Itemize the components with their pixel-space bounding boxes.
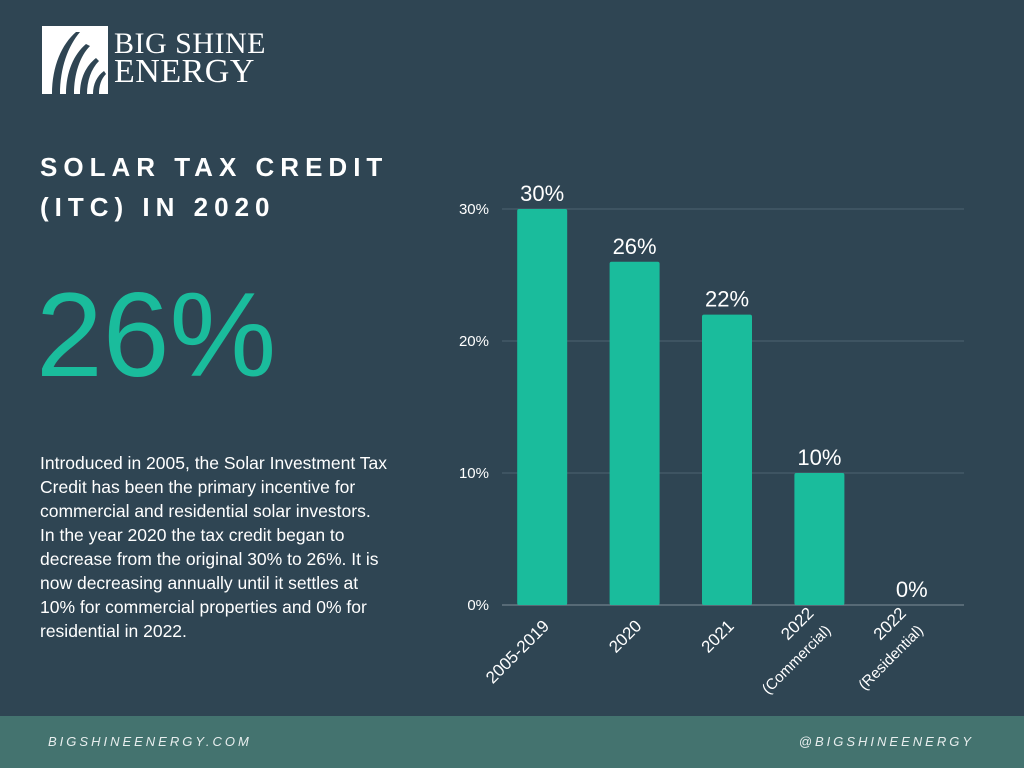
y-tick-label: 30% [459,201,489,218]
footer-bar: BIGSHINEENERGY.COM @BIGSHINEENERGY [0,716,1024,768]
description-paragraph: Introduced in 2005, the Solar Investment… [40,453,387,641]
x-tick-label-line: 2020 [605,616,645,656]
bar [609,261,660,605]
current-credit-value: 26% [36,268,277,402]
data-label: 22% [705,287,749,312]
itc-bar-chart: 0% 10% 20% 30% 30% 2005-2019 26% 2020 22% 2021 10%… [459,181,964,698]
bar [794,473,845,605]
x-tick-label-line: 2005-2019 [482,616,553,687]
headline-line-1: SOLAR TAX CREDIT [40,152,389,182]
headline: SOLAR TAX CREDIT (ITC) IN 2020 [40,147,420,227]
data-label: 0% [896,577,928,602]
data-label: 30% [520,181,564,206]
x-tick-label: 2022(Commercial) [759,604,835,698]
x-tick-label-line: 2021 [698,616,738,656]
x-tick-label: 2021 [698,616,738,656]
brand-line-2: ENERGY [114,53,255,90]
headline-line-2: (ITC) IN 2020 [40,192,276,222]
bar [517,209,568,605]
data-label: 26% [613,234,657,259]
sun-rays-logo-icon [42,26,108,94]
brand-line-1: BIG SHINE [114,27,266,60]
data-label: 10% [797,445,841,470]
footer-website: BIGSHINEENERGY.COM [48,734,252,749]
bar [702,314,752,605]
footer-social-handle: @BIGSHINEENERGY [798,734,974,749]
y-tick-label: 10% [459,465,489,482]
x-tick-label: 2020 [605,616,645,656]
x-tick-label: 2005-2019 [482,616,553,687]
brand-wordmark: BIG SHINE ENERGY [114,27,266,90]
brand-logo: BIG SHINE ENERGY [42,26,282,96]
y-tick-label: 0% [467,597,489,614]
y-tick-label: 20% [459,333,489,350]
x-tick-label: 2022(Residential) [855,604,927,694]
